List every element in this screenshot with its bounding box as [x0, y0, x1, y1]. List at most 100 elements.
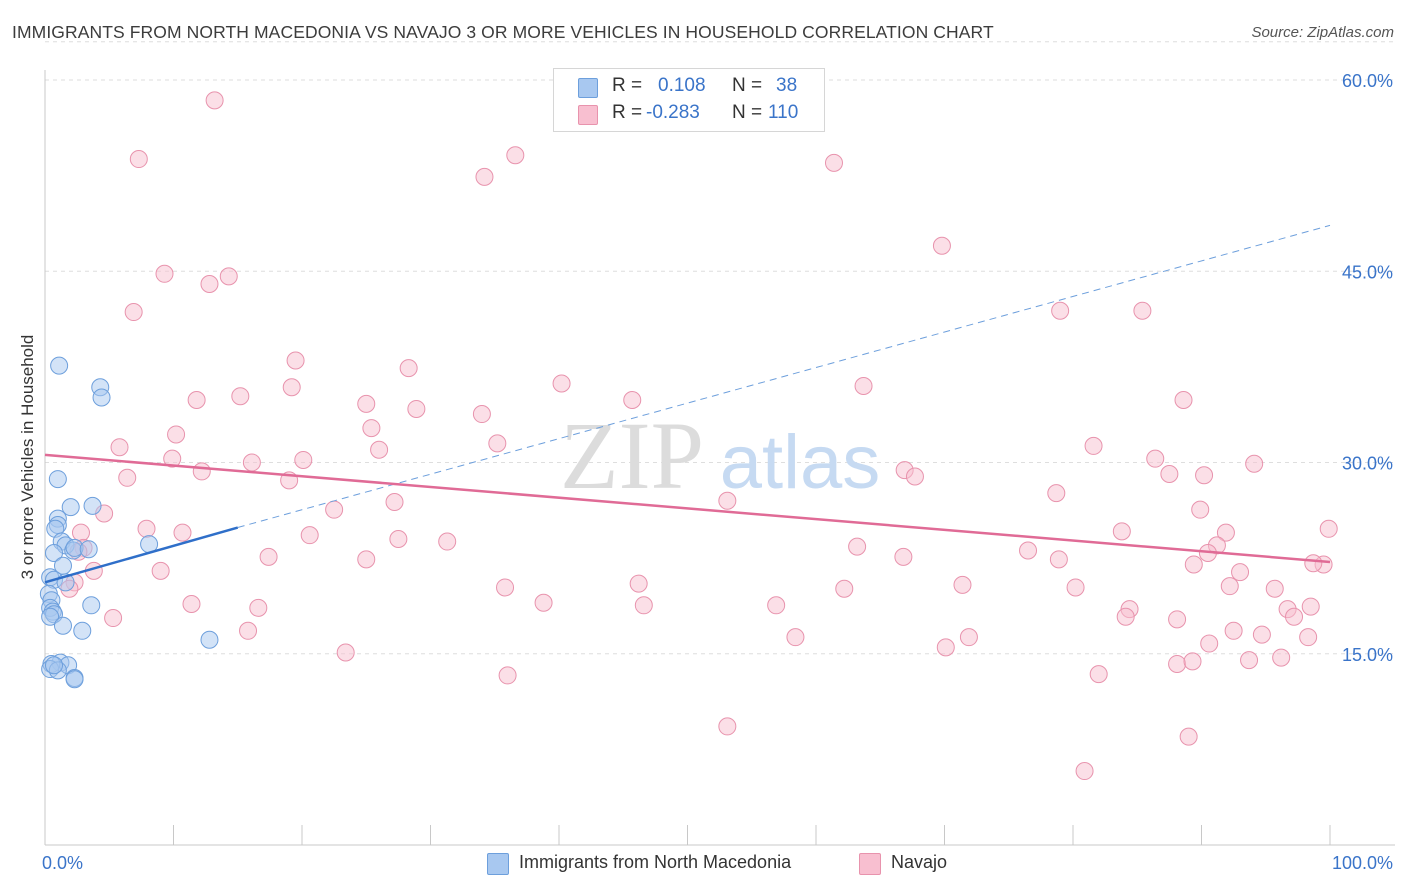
- y-tick-label: 15.0%: [1342, 645, 1393, 665]
- point-navajo: [848, 537, 867, 556]
- data-points: [39, 91, 1338, 781]
- watermark: ZIP atlas: [560, 402, 880, 509]
- point-navajo: [718, 717, 737, 736]
- point-macedonia: [44, 656, 63, 675]
- point-navajo: [1019, 541, 1038, 560]
- point-navajo: [1112, 522, 1131, 541]
- stats-n-value: 110: [768, 102, 799, 123]
- point-navajo: [187, 391, 206, 410]
- point-navajo: [219, 267, 238, 286]
- trend-line-navajo: [44, 453, 1331, 564]
- x-tick-label: 100.0%: [1332, 853, 1393, 873]
- stats-r-value: 0.108: [658, 75, 706, 96]
- y-axis-label: 3 or more Vehicles in Household: [18, 335, 37, 580]
- point-navajo: [959, 628, 978, 647]
- point-navajo: [124, 303, 143, 322]
- point-navajo: [192, 462, 211, 481]
- stats-n-label: N =: [732, 75, 763, 96]
- point-navajo: [286, 351, 305, 370]
- point-navajo: [357, 550, 376, 569]
- point-navajo: [155, 264, 174, 283]
- point-navajo: [336, 643, 355, 662]
- point-macedonia: [61, 498, 80, 517]
- point-navajo: [1116, 607, 1135, 626]
- point-navajo: [488, 434, 507, 453]
- y-tick-label: 60.0%: [1342, 71, 1393, 91]
- point-navajo: [182, 595, 201, 614]
- point-navajo: [472, 405, 491, 424]
- point-navajo: [629, 574, 648, 593]
- point-navajo: [1084, 436, 1103, 455]
- point-macedonia: [50, 356, 69, 375]
- point-navajo: [932, 236, 951, 255]
- point-navajo: [1216, 523, 1235, 542]
- point-navajo: [1179, 727, 1198, 746]
- point-navajo: [205, 91, 224, 110]
- point-navajo: [1304, 554, 1323, 573]
- point-navajo: [506, 146, 525, 165]
- point-navajo: [623, 391, 642, 410]
- point-navajo: [370, 440, 389, 459]
- point-navajo: [325, 500, 344, 519]
- point-navajo: [767, 596, 786, 615]
- point-navajo: [835, 579, 854, 598]
- watermark-atlas: atlas: [720, 420, 881, 505]
- legend-swatch-navajo: [859, 853, 881, 875]
- point-navajo: [1089, 665, 1108, 684]
- point-navajo: [1047, 484, 1066, 503]
- point-navajo: [1168, 610, 1187, 629]
- stats-swatch-macedonia: [578, 78, 598, 98]
- point-macedonia: [92, 388, 111, 407]
- point-navajo: [1240, 651, 1259, 670]
- watermark-zip: ZIP: [560, 402, 704, 509]
- point-navajo: [1160, 464, 1179, 483]
- point-macedonia: [48, 470, 67, 489]
- point-navajo: [552, 374, 571, 393]
- point-macedonia: [200, 630, 219, 649]
- point-navajo: [407, 399, 426, 418]
- y-tick-label: 45.0%: [1342, 262, 1393, 282]
- legend-label: Navajo: [891, 852, 948, 872]
- axes: [44, 70, 1395, 846]
- point-navajo: [1265, 579, 1284, 598]
- point-navajo: [163, 449, 182, 468]
- point-navajo: [357, 394, 376, 413]
- point-navajo: [824, 153, 843, 172]
- y-tick-label: 30.0%: [1342, 454, 1393, 474]
- point-macedonia: [53, 616, 72, 635]
- trend-line-macedonia: [44, 526, 239, 584]
- point-macedonia: [83, 496, 102, 515]
- point-navajo: [389, 530, 408, 548]
- point-navajo: [1245, 454, 1264, 473]
- point-macedonia: [73, 621, 92, 640]
- point-navajo: [936, 638, 955, 657]
- point-navajo: [475, 167, 494, 186]
- point-navajo: [1231, 563, 1250, 582]
- point-navajo: [173, 523, 192, 542]
- point-macedonia: [44, 544, 63, 563]
- point-macedonia: [82, 596, 101, 615]
- point-navajo: [167, 425, 186, 444]
- point-navajo: [399, 359, 418, 378]
- point-navajo: [1051, 301, 1070, 320]
- point-navajo: [953, 575, 972, 594]
- trend-lines: [44, 224, 1331, 584]
- point-navajo: [718, 491, 737, 510]
- point-navajo: [1301, 597, 1320, 616]
- point-navajo: [1049, 550, 1068, 569]
- point-navajo: [1133, 301, 1152, 320]
- point-navajo: [129, 150, 148, 169]
- point-navajo: [1195, 466, 1214, 485]
- point-navajo: [634, 596, 653, 615]
- point-navajo: [1224, 621, 1243, 640]
- point-navajo: [905, 467, 924, 486]
- point-navajo: [104, 609, 123, 628]
- stats-n-value: 38: [776, 75, 798, 96]
- point-navajo: [1299, 628, 1318, 647]
- point-navajo: [137, 519, 156, 538]
- stats-r-label: R =: [612, 102, 643, 123]
- point-navajo: [1174, 391, 1193, 410]
- point-navajo: [259, 547, 278, 566]
- point-navajo: [110, 438, 129, 457]
